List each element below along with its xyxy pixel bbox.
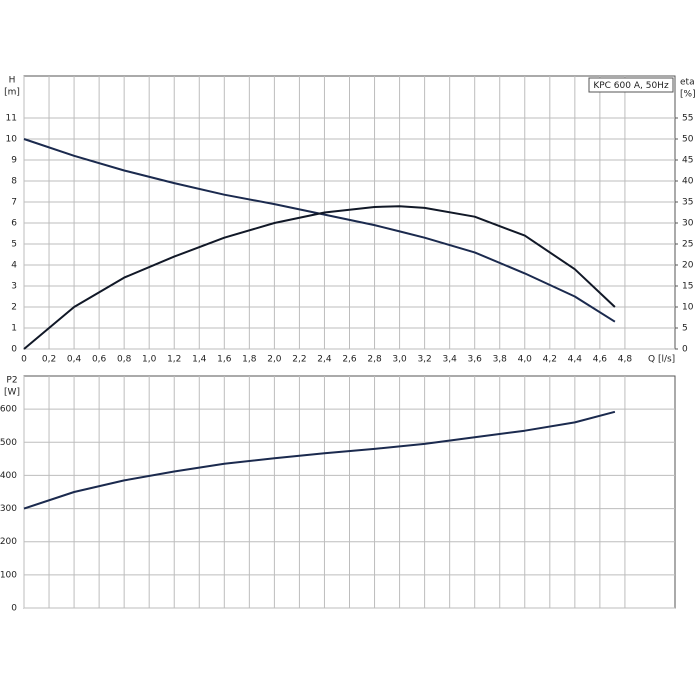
annotation-box (588, 77, 674, 93)
x-tick-label: 4,8 (618, 355, 633, 365)
y-tick-label: 300 (0, 504, 17, 514)
y-tick-label: 5 (11, 240, 17, 250)
y2-tick-label: 45 (682, 156, 693, 166)
y2-tick-label: 5 (682, 324, 688, 334)
y2-axis-unit: [%] (680, 90, 696, 100)
y-tick-label: 8 (11, 177, 17, 187)
y-tick-label: 500 (0, 438, 17, 448)
y-axis-label: H (9, 76, 16, 86)
x-tick-label: 0,6 (92, 355, 107, 365)
x-tick-label: 4,2 (543, 355, 557, 365)
x-tick-label: 3,8 (493, 355, 508, 365)
y2-tick-label: 25 (682, 240, 693, 250)
x-tick-label: 2,0 (267, 355, 282, 365)
y-tick-label: 2 (11, 303, 17, 313)
x-tick-label: 2,6 (342, 355, 357, 365)
y-tick-label: 4 (11, 261, 17, 271)
x-tick-label: 3,2 (417, 355, 431, 365)
x-tick-label: 1,6 (217, 355, 232, 365)
y2-tick-label: 0 (682, 345, 688, 355)
y-tick-label: 10 (6, 135, 18, 145)
x-tick-label: 0,4 (67, 355, 82, 365)
x-tick-label: 0 (21, 355, 27, 365)
y-tick-label: 600 (0, 405, 17, 415)
y2-tick-label: 50 (682, 135, 694, 145)
y-axis-unit: [m] (4, 88, 20, 98)
y-tick-label: 400 (0, 471, 17, 481)
y-tick-label: 9 (11, 156, 17, 166)
y2-axis-label: eta (680, 78, 695, 88)
y-tick-label: 0 (11, 345, 17, 355)
y-tick-label: 200 (0, 537, 17, 547)
y-tick-label: 1 (11, 324, 17, 334)
curve (23, 205, 616, 350)
y-axis-unit: [W] (4, 388, 20, 398)
x-tick-label: 4,0 (518, 355, 533, 365)
y2-tick-label: 20 (682, 261, 694, 271)
curve (23, 410, 616, 510)
curve (23, 138, 616, 323)
y-tick-label: 0 (11, 604, 17, 614)
y2-tick-label: 55 (682, 114, 693, 124)
y2-tick-label: 30 (682, 219, 694, 229)
y2-tick-label: 15 (682, 282, 693, 292)
y-tick-label: 7 (11, 198, 17, 208)
x-tick-label: 2,4 (317, 355, 332, 365)
x-tick-label: 0,2 (42, 355, 56, 365)
x-tick-label: 1,2 (167, 355, 181, 365)
x-tick-label: 0,8 (117, 355, 132, 365)
y-axis-label: P2 (6, 376, 17, 386)
x-tick-label: 3,0 (392, 355, 407, 365)
x-axis-label: Q [l/s] (648, 355, 675, 365)
x-tick-label: 2,8 (367, 355, 382, 365)
x-tick-label: 2,2 (292, 355, 306, 365)
y-tick-label: 11 (6, 114, 17, 124)
x-tick-label: 3,4 (442, 355, 457, 365)
x-tick-label: 1,0 (142, 355, 157, 365)
x-tick-label: 1,4 (192, 355, 207, 365)
x-tick-label: 3,6 (468, 355, 483, 365)
y-tick-label: 3 (11, 282, 17, 292)
y2-tick-label: 35 (682, 198, 693, 208)
y2-tick-label: 40 (682, 177, 694, 187)
annotation: KPC 600 A, 50Hz (593, 81, 669, 91)
x-tick-label: 4,4 (568, 355, 583, 365)
y2-tick-label: 10 (682, 303, 694, 313)
x-tick-label: 1,8 (242, 355, 257, 365)
y-tick-label: 6 (11, 219, 17, 229)
x-tick-label: 4,6 (593, 355, 608, 365)
y-tick-label: 100 (0, 570, 17, 580)
